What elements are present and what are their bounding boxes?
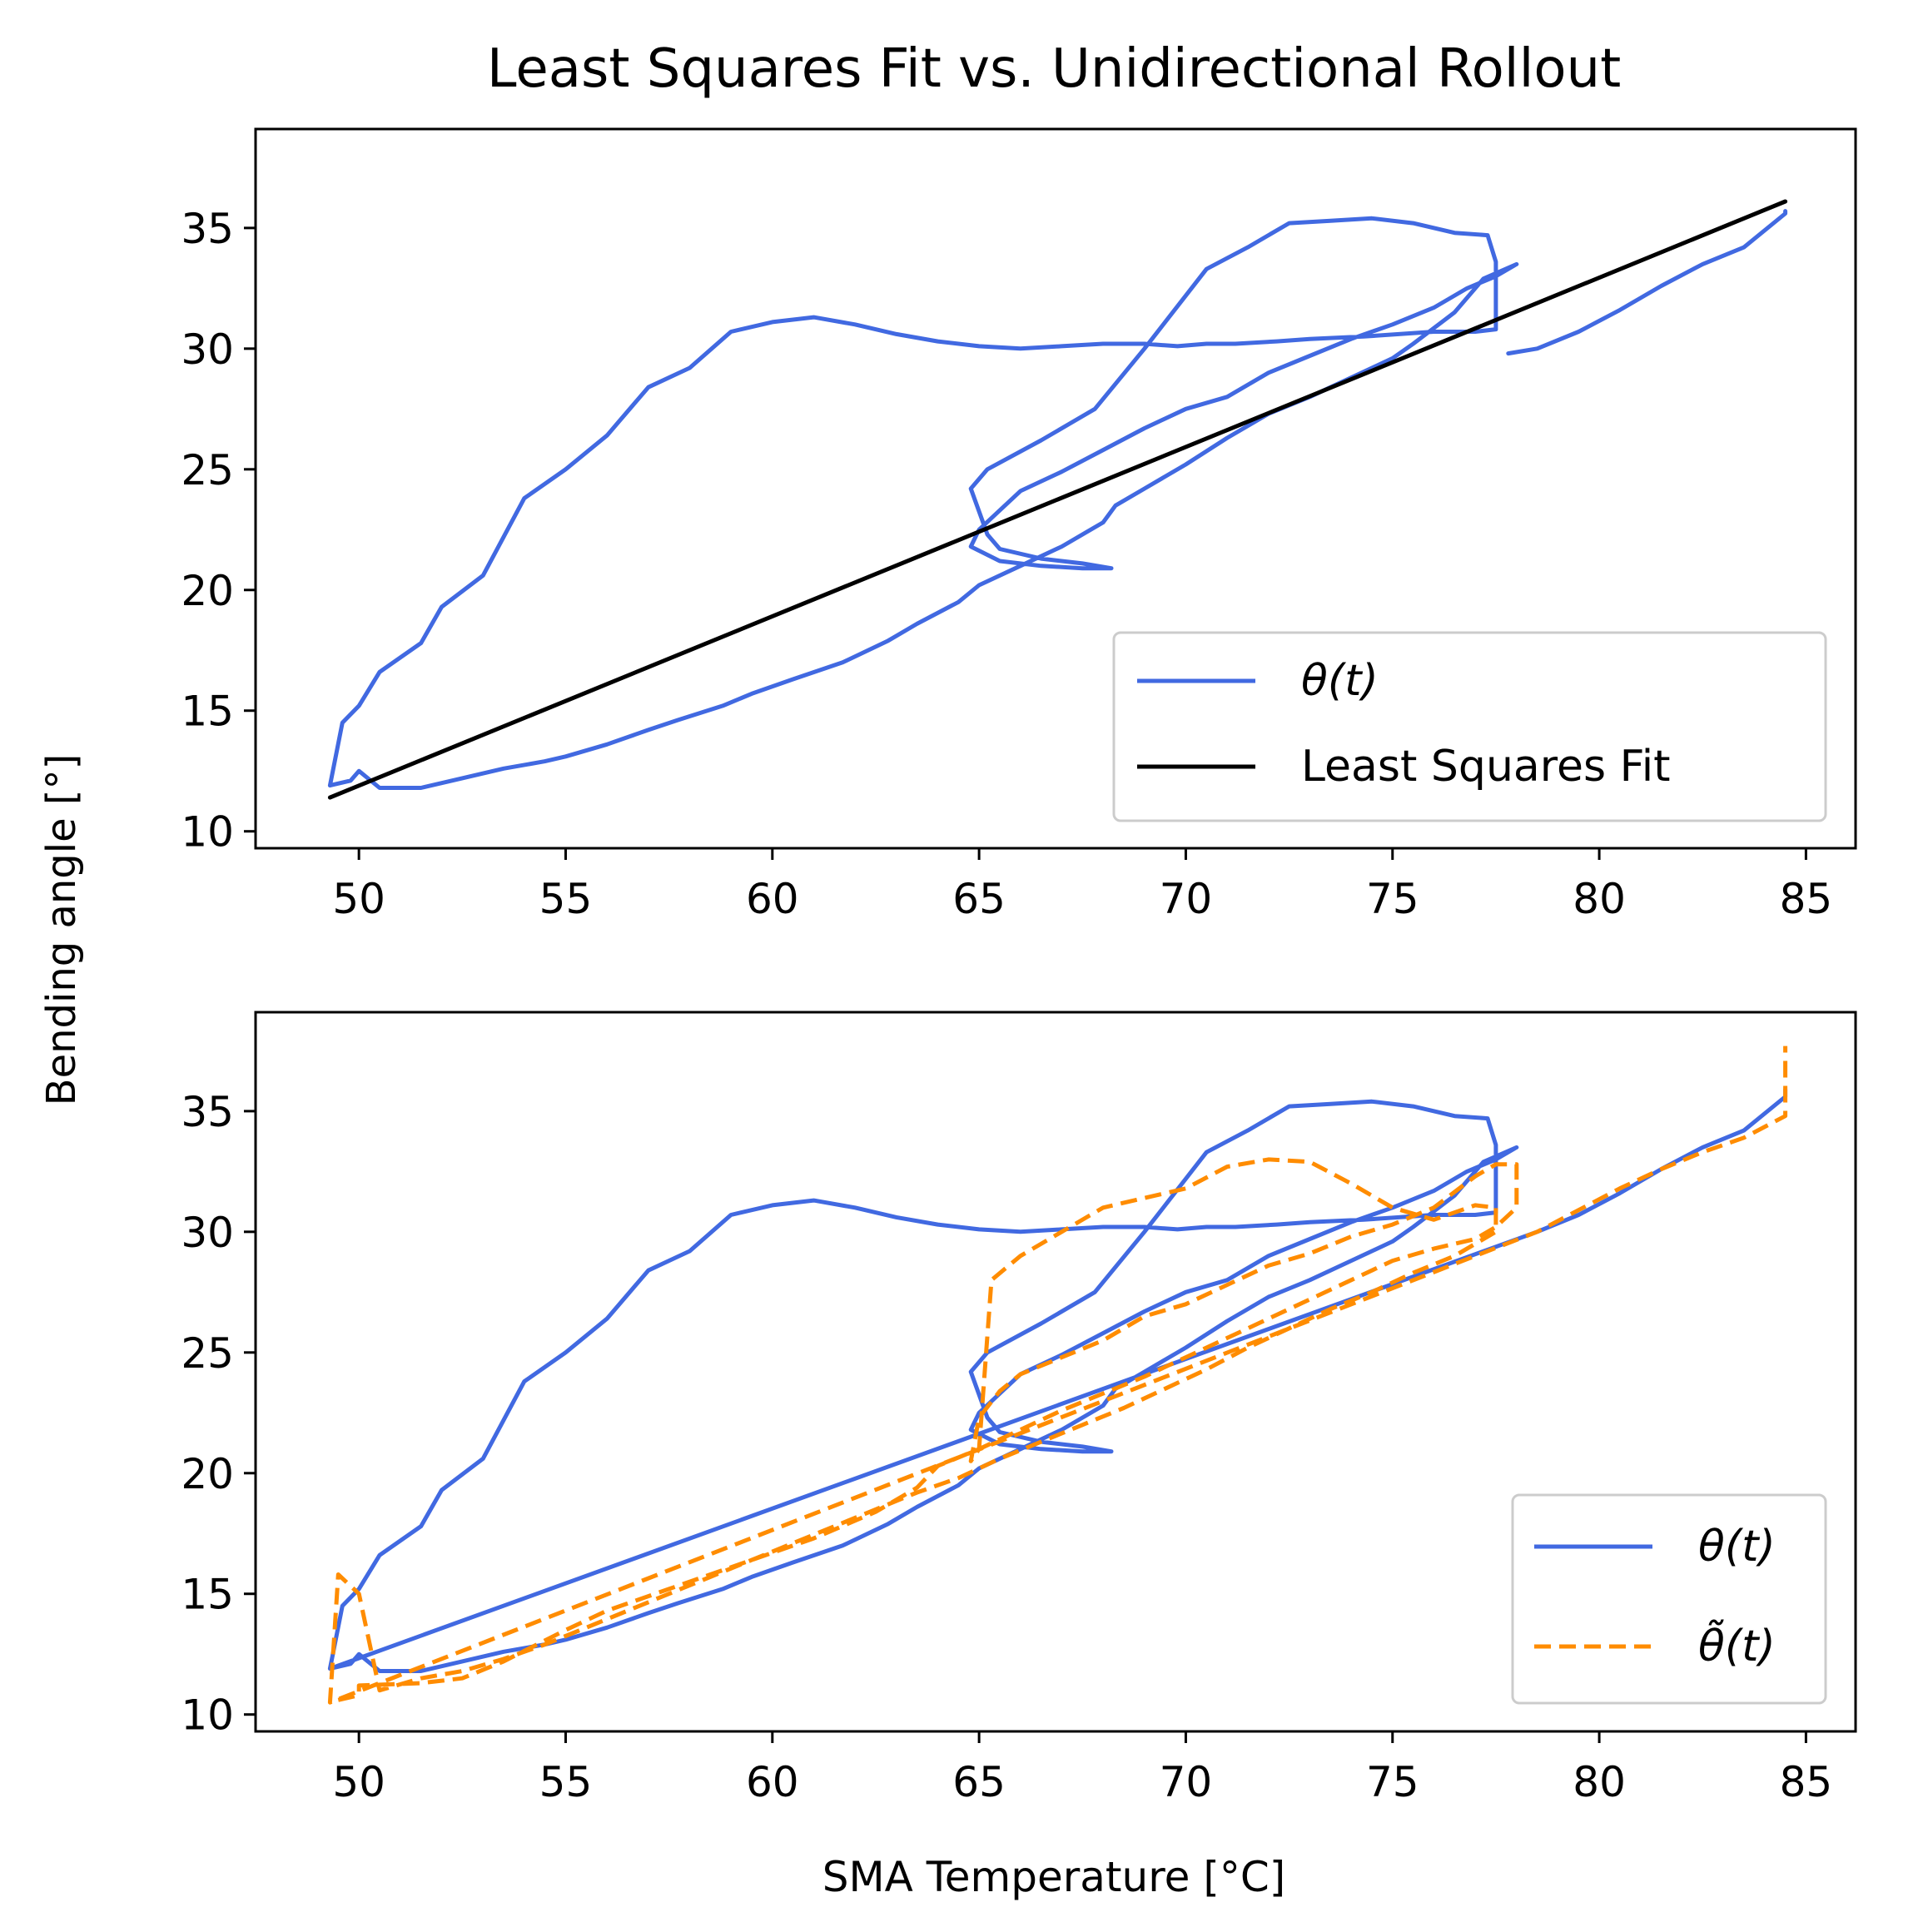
top-x-tick-label: 65 xyxy=(952,875,1006,923)
top-x-tick-label: 50 xyxy=(332,875,385,923)
bottom-y-tick-label: 35 xyxy=(181,1088,234,1136)
top-y-ticks: 10 15 20 25 30 35 xyxy=(181,205,256,857)
shared-y-axis-label: Bending angle [°] xyxy=(38,754,85,1106)
top-y-tick-label: 10 xyxy=(181,808,234,857)
top-x-tick-label: 60 xyxy=(746,875,799,923)
bottom-x-tick-label: 85 xyxy=(1780,1758,1833,1806)
bottom-series-line-1 xyxy=(327,1045,1788,1705)
bottom-legend: θ(t) θ̃(t) xyxy=(1511,1493,1827,1705)
bottom-series-line-0 xyxy=(327,1087,1788,1673)
top-series-line-2 xyxy=(1506,209,1788,356)
top-series-line-1 xyxy=(327,199,1788,800)
bottom-panel: 50 55 60 65 70 75 80 85 10 15 20 25 30 35 θ(t) θ̃(t)… xyxy=(181,1011,1857,1901)
top-y-tick-label: 25 xyxy=(181,446,234,494)
bottom-x-tick-label: 80 xyxy=(1573,1758,1626,1806)
bottom-legend-box xyxy=(1511,1493,1827,1705)
top-legend: θ(t) Least Squares Fit xyxy=(1112,631,1827,822)
top-x-tick-label: 70 xyxy=(1160,875,1213,923)
top-series xyxy=(327,199,1788,800)
x-axis-label: SMA Temperature [°C] xyxy=(822,1853,1286,1901)
bottom-x-tick-label: 65 xyxy=(952,1758,1006,1806)
bottom-legend-theta-label: θ(t) xyxy=(1698,1522,1776,1572)
top-x-tick-label: 85 xyxy=(1780,875,1833,923)
top-y-tick-label: 35 xyxy=(181,205,234,253)
bottom-y-tick-label: 20 xyxy=(181,1450,234,1498)
bottom-x-tick-label: 55 xyxy=(539,1758,593,1806)
top-plot-frame xyxy=(254,127,1857,850)
top-legend-theta-label: θ(t) xyxy=(1301,656,1379,706)
bottom-legend-rollout-label: θ̃(t) xyxy=(1698,1620,1776,1671)
top-x-tick-label: 75 xyxy=(1366,875,1419,923)
top-legend-box xyxy=(1112,631,1827,822)
top-panel: 50 55 60 65 70 75 80 85 10 15 20 25 30 35 θ(t) Least… xyxy=(181,127,1857,923)
bottom-x-tick-label: 60 xyxy=(746,1758,799,1806)
bottom-y-ticks: 10 15 20 25 30 35 xyxy=(181,1088,256,1740)
top-series-line-0 xyxy=(327,216,1519,790)
figure-title: Least Squares Fit vs. Unidirectional Rol… xyxy=(487,38,1621,100)
top-x-ticks: 50 55 60 65 70 75 80 85 xyxy=(332,848,1832,923)
top-y-tick-label: 15 xyxy=(181,688,234,736)
top-y-tick-label: 20 xyxy=(181,567,234,615)
top-y-tick-label: 30 xyxy=(181,325,234,374)
bottom-y-tick-label: 10 xyxy=(181,1691,234,1740)
bottom-series xyxy=(327,1045,1788,1705)
bottom-x-ticks: 50 55 60 65 70 75 80 85 xyxy=(332,1731,1832,1806)
bottom-plot-frame xyxy=(254,1011,1857,1733)
bottom-x-tick-label: 75 xyxy=(1366,1758,1419,1806)
bottom-y-tick-label: 25 xyxy=(181,1329,234,1378)
bottom-y-tick-label: 15 xyxy=(181,1571,234,1619)
bottom-y-tick-label: 30 xyxy=(181,1209,234,1257)
top-legend-fit-label: Least Squares Fit xyxy=(1301,742,1671,792)
bottom-x-tick-label: 50 xyxy=(332,1758,385,1806)
bottom-x-tick-label: 70 xyxy=(1160,1758,1213,1806)
top-x-tick-label: 80 xyxy=(1573,875,1626,923)
top-x-tick-label: 55 xyxy=(539,875,593,923)
